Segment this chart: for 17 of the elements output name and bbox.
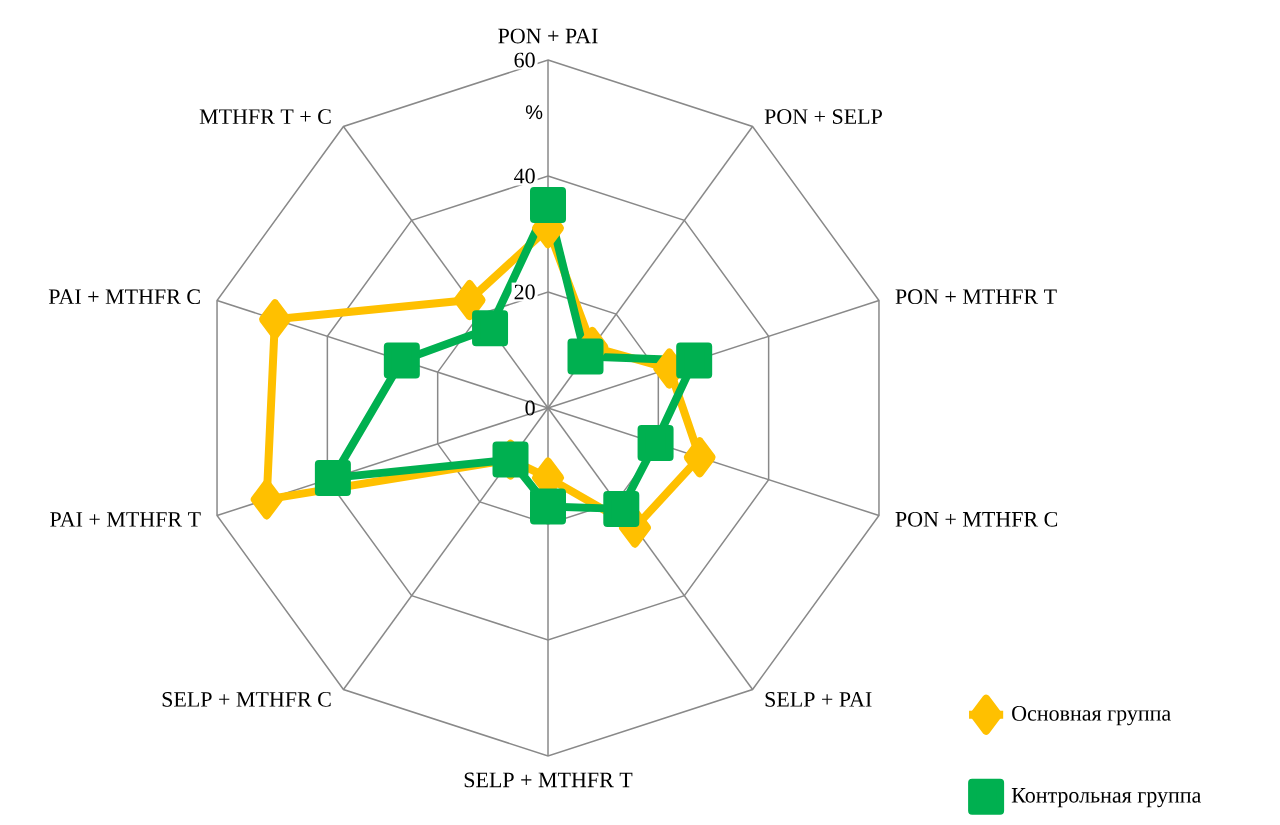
spoke-label: SELP + MTHFR T [464, 772, 633, 788]
legend-label: Контрольная группа [1011, 788, 1202, 808]
text: % [525, 105, 543, 120]
y-tick-label: 0 [525, 400, 535, 416]
spoke-label: PAI + MTHFR C [48, 289, 200, 305]
spoke-label: PON + MTHFR C [895, 511, 1058, 527]
spoke-label: SELP + PAI [765, 692, 872, 707]
spoke-label: PON + SELP [764, 109, 882, 124]
y-tick-label: 60 [514, 52, 535, 68]
y-tick-label: 20 [514, 284, 535, 300]
spoke-label: PON + MTHFR T [895, 289, 1057, 305]
legend-label: Основная группа [1012, 705, 1171, 726]
spoke-label: PAI + MTHFR T [50, 512, 201, 527]
spoke-label: PON + PAI [498, 28, 598, 44]
spoke-label: SELP + MTHFR C [162, 692, 331, 707]
spoke-label: MTHFR T + C [199, 109, 331, 124]
y-tick-label: 40 [514, 168, 535, 184]
